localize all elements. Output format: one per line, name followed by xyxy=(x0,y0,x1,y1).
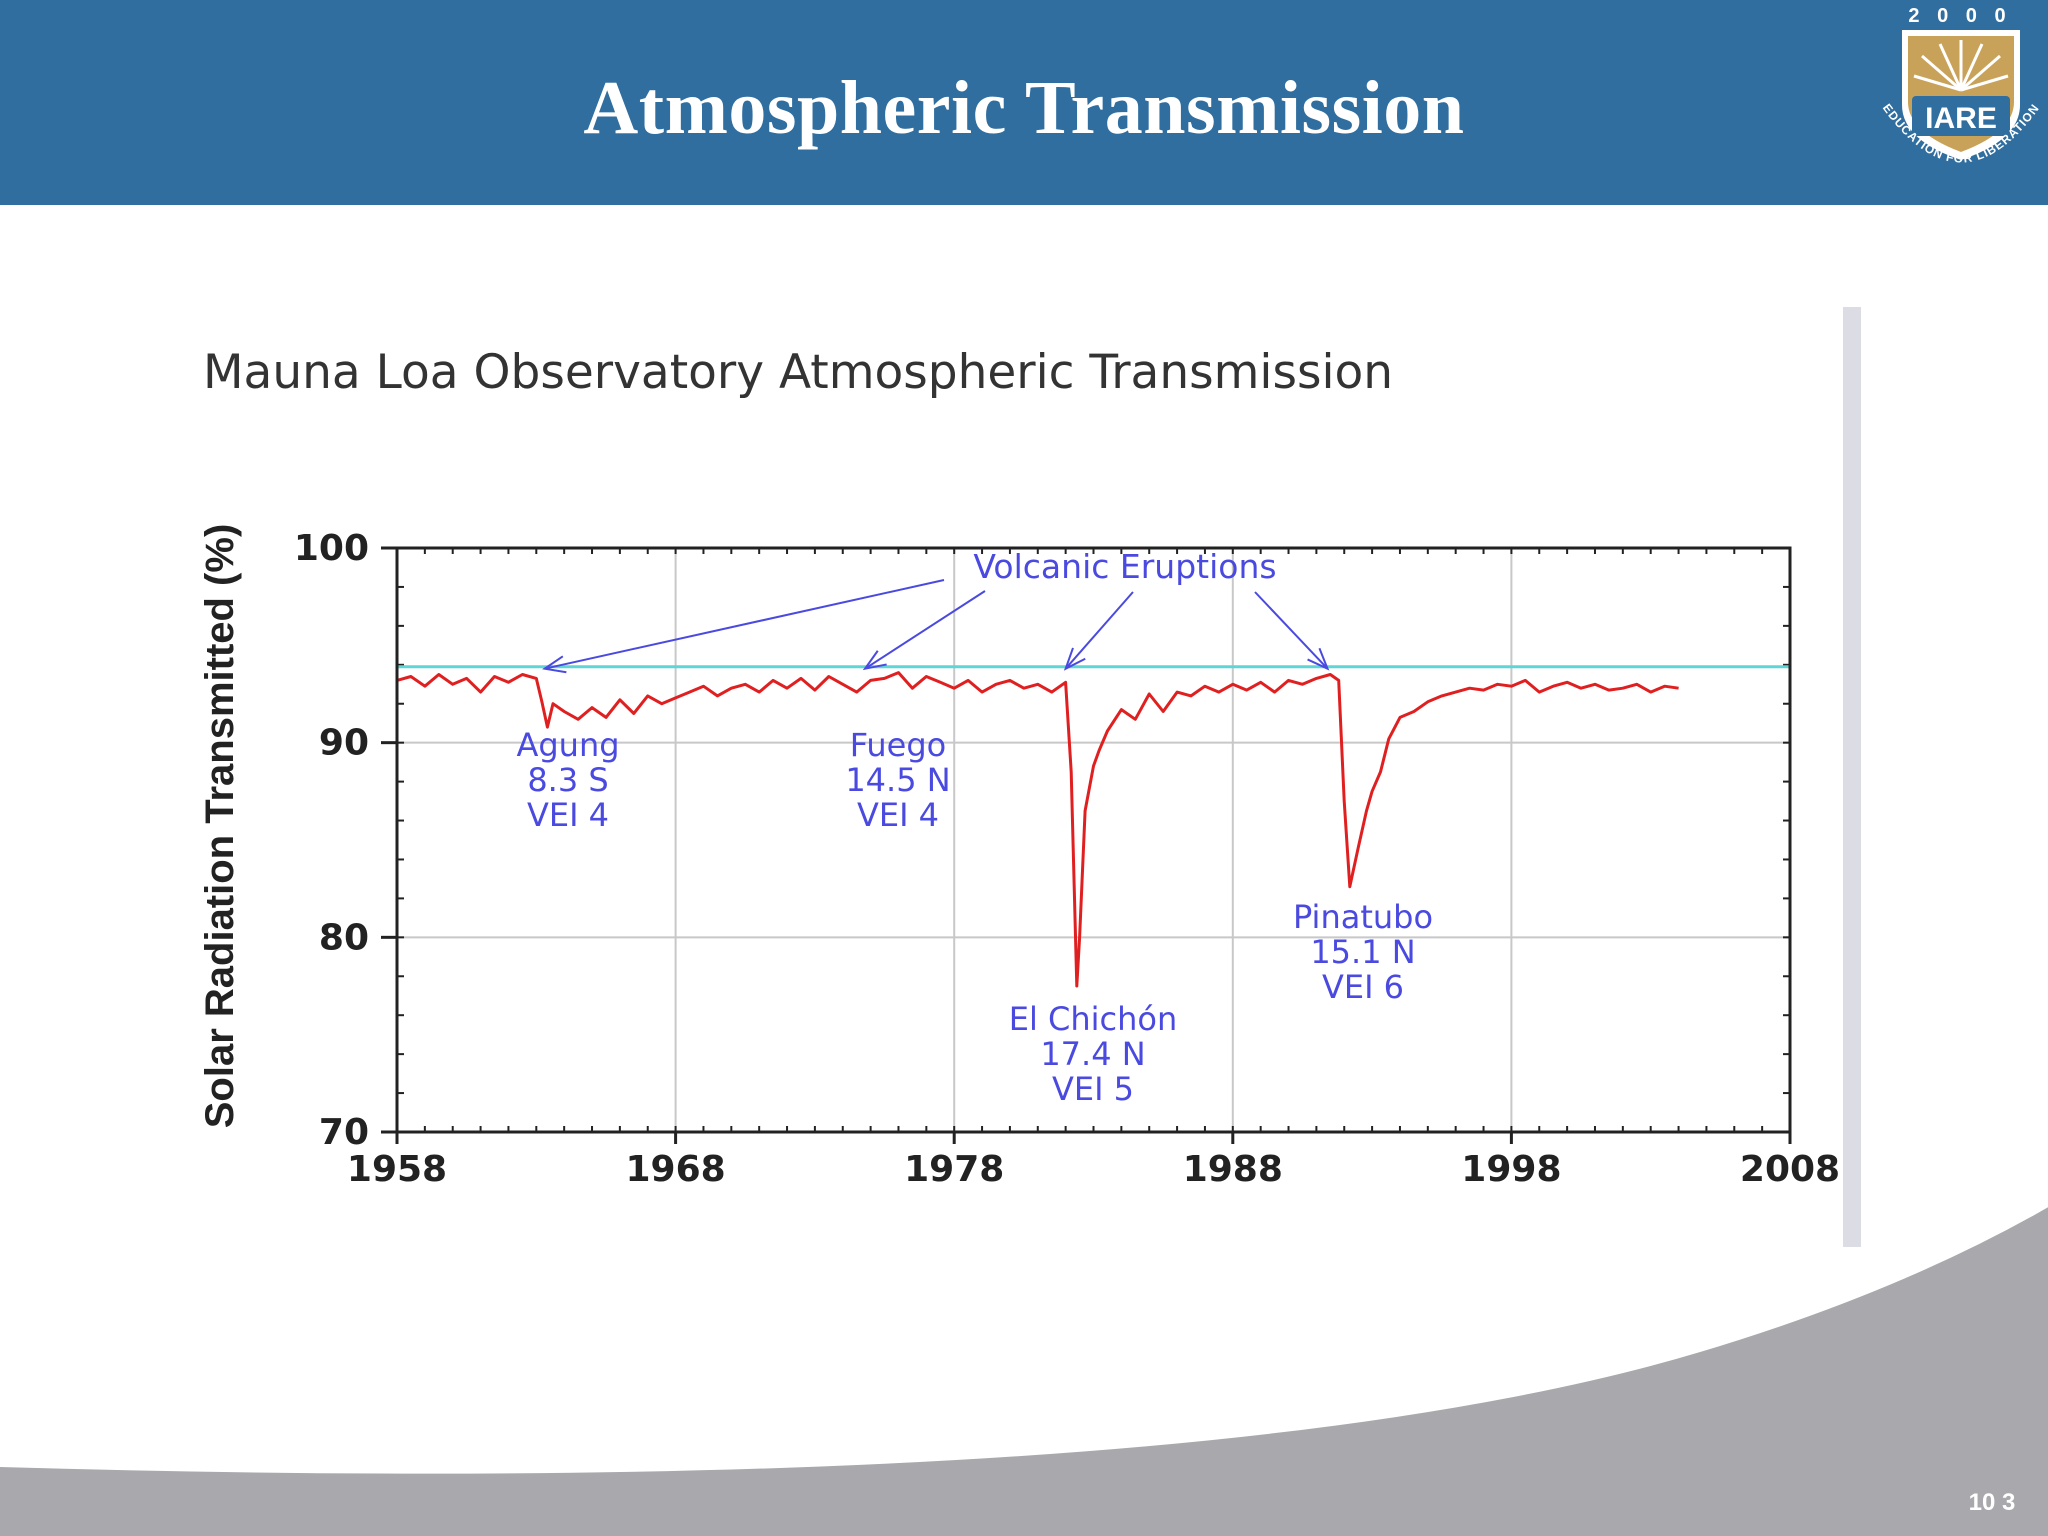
y-axis-label: Solar Radiation Transmitted (%) xyxy=(198,524,242,1129)
annotation-label: Pinatubo xyxy=(1293,898,1433,936)
y-tick-label: 70 xyxy=(319,1112,369,1153)
x-tick-label: 1968 xyxy=(625,1149,725,1190)
x-tick-label: 2008 xyxy=(1740,1149,1840,1190)
logo-year: 2 0 0 0 xyxy=(1908,5,2011,27)
annotation-label: Fuego xyxy=(850,726,947,764)
plot-frame xyxy=(395,546,1792,1134)
slide-title: Atmospheric Transmission xyxy=(583,66,1465,150)
annotation-label: 14.5 N xyxy=(845,761,950,799)
x-tick-label: 1988 xyxy=(1183,1149,1283,1190)
annotation-label: VEI 4 xyxy=(527,796,609,834)
annotation-arrowhead xyxy=(1307,647,1330,671)
iare-logo: 2 0 0 0 IARE EDUCATION FOR LIBERATION xyxy=(1880,5,2041,166)
annotation-label: VEI 6 xyxy=(1322,968,1404,1006)
annotation-label: VEI 5 xyxy=(1052,1070,1134,1108)
annotation-label: VEI 4 xyxy=(857,796,939,834)
annotation-arrow xyxy=(1254,591,1329,670)
annotation-arrowhead xyxy=(862,650,887,671)
annotation-arrow xyxy=(864,590,986,670)
logo-name: IARE xyxy=(1925,102,1997,135)
grid xyxy=(397,548,1790,1132)
x-tick-label: 1998 xyxy=(1461,1149,1561,1190)
y-tick-label: 80 xyxy=(319,917,369,958)
header-band: Atmospheric Transmission xyxy=(0,0,2048,205)
annotation-arrow xyxy=(1064,591,1134,670)
annotation-arrowhead xyxy=(542,655,567,674)
annotation-arrow xyxy=(544,579,945,670)
chart-title: Mauna Loa Observatory Atmospheric Transm… xyxy=(203,345,1393,400)
annotation-label: El Chichón xyxy=(1009,1000,1178,1038)
y-tick-label: 90 xyxy=(319,723,369,764)
annotation-volcanic-eruptions: Volcanic Eruptions xyxy=(973,547,1276,586)
annotation-label: 15.1 N xyxy=(1310,933,1415,971)
tick-labels: 1958 1968 1978 1988 1998 2008 100 90 80 70 xyxy=(294,528,1840,1190)
annotation-label: 17.4 N xyxy=(1040,1035,1145,1073)
y-tick-label: 100 xyxy=(294,528,369,569)
series-line xyxy=(396,671,1679,988)
x-tick-label: 1978 xyxy=(904,1149,1004,1190)
annotation-label: Agung xyxy=(516,726,619,764)
footer-wave xyxy=(0,1203,2048,1536)
figure-panel xyxy=(180,305,1845,1245)
annotation-label: 8.3 S xyxy=(527,761,608,799)
panel-scrollbar xyxy=(1843,307,1861,1247)
x-tick-label: 1958 xyxy=(347,1149,447,1190)
page-number: 10 3 xyxy=(1968,1489,2016,1516)
annotation-arrowhead xyxy=(1063,647,1086,671)
